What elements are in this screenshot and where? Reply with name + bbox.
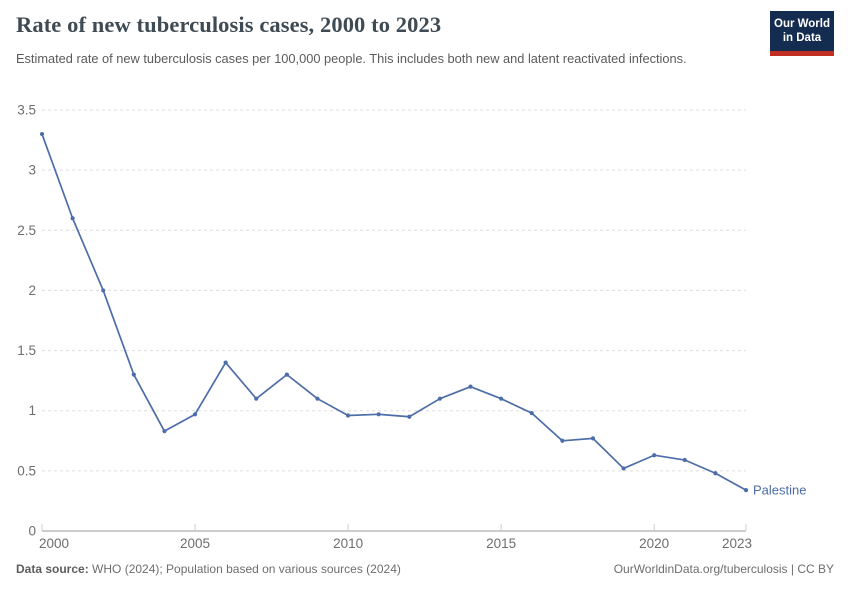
x-axis-ticks — [41, 524, 747, 531]
owid-logo: Our World in Data — [770, 11, 834, 56]
svg-text:2.5: 2.5 — [17, 223, 36, 238]
series-end-label: Palestine — [753, 483, 806, 498]
svg-text:2010: 2010 — [333, 536, 363, 551]
chart-subtitle: Estimated rate of new tuberculosis cases… — [16, 51, 687, 66]
svg-text:3: 3 — [28, 163, 36, 178]
x-axis-labels: 2000 2005 2010 2015 2020 2023 — [39, 536, 752, 551]
svg-text:2: 2 — [28, 283, 36, 298]
chart-title: Rate of new tuberculosis cases, 2000 to … — [16, 12, 442, 37]
owid-logo-line1: Our World — [774, 18, 831, 30]
svg-text:2023: 2023 — [722, 536, 752, 551]
svg-text:2020: 2020 — [639, 536, 669, 551]
svg-text:2005: 2005 — [180, 536, 210, 551]
y-axis-labels: 0 0.5 1 1.5 2 2.5 3 3.5 — [17, 103, 36, 539]
svg-text:2015: 2015 — [486, 536, 516, 551]
data-source-label: Data source: — [16, 562, 89, 576]
owid-logo-line2: in Data — [782, 32, 822, 45]
series-markers — [39, 131, 749, 493]
svg-text:1: 1 — [28, 403, 36, 418]
line-chart[interactable]: 0 0.5 1 1.5 2 2.5 3 3.5 2000 2005 2010 2015 2020 2023… — [0, 95, 850, 560]
data-source-text: WHO (2024); Population based on various … — [88, 562, 401, 576]
chart-footer: Data source: WHO (2024); Population base… — [16, 562, 834, 576]
data-source: Data source: WHO (2024); Population base… — [16, 562, 401, 576]
owid-credit-link[interactable]: OurWorldinData.org/tuberculosis | CC BY — [613, 562, 834, 576]
svg-text:1.5: 1.5 — [17, 343, 36, 358]
svg-text:2000: 2000 — [39, 536, 69, 551]
svg-text:0.5: 0.5 — [17, 463, 36, 478]
svg-text:0: 0 — [28, 524, 36, 539]
series-line-palestine[interactable] — [41, 133, 747, 491]
svg-text:3.5: 3.5 — [17, 103, 36, 118]
gridlines — [42, 109, 746, 472]
